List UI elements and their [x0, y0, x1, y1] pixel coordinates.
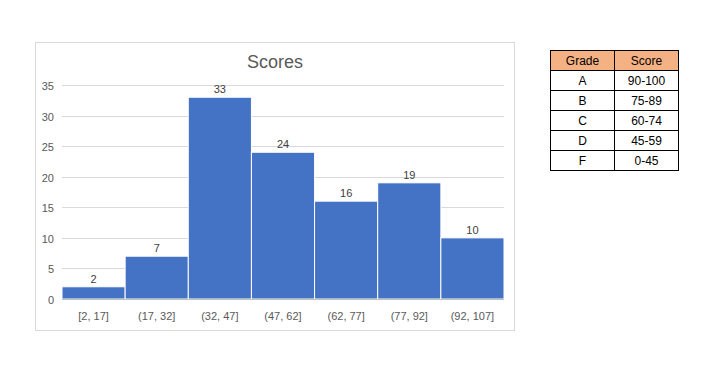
x-tick-label: [2, 17]	[78, 310, 109, 322]
title: Scores	[247, 52, 303, 72]
table-cell: 60-74	[615, 111, 679, 131]
data-label: 19	[403, 169, 415, 181]
table-cell: 90-100	[615, 71, 679, 91]
bar	[378, 183, 441, 299]
bar	[188, 97, 251, 299]
data-label: 24	[277, 138, 289, 150]
header-cell: Grade	[551, 51, 615, 71]
table-cell: 0-45	[615, 151, 679, 171]
y-tick-label: 5	[48, 263, 54, 275]
bar	[62, 287, 125, 299]
y-tick-label: 25	[42, 141, 54, 153]
data-label: 16	[340, 187, 352, 199]
y-tick-label: 0	[48, 294, 54, 306]
table-cell: C	[551, 111, 615, 131]
grid-line	[62, 116, 504, 117]
x-tick-label: (47, 62]	[264, 310, 301, 322]
table-cell: F	[551, 151, 615, 171]
x-tick-label: (92, 107]	[451, 310, 494, 322]
table-cell: B	[551, 91, 615, 111]
y-tick-label: 35	[42, 80, 54, 92]
data-label: 33	[214, 83, 226, 95]
table-cell: 75-89	[615, 91, 679, 111]
y-tick-label: 20	[42, 172, 54, 184]
bar	[315, 201, 378, 299]
grid-line	[62, 85, 504, 86]
table-row: D45-59	[551, 131, 679, 151]
x-tick-label: (32, 47]	[201, 310, 238, 322]
page: {"chart_data": {"type": "histogram", "ti…	[0, 0, 707, 382]
header-row: GradeScore	[551, 51, 679, 71]
x-tick-label: (62, 77]	[327, 310, 364, 322]
table-cell: 45-59	[615, 131, 679, 151]
table-cell: A	[551, 71, 615, 91]
bar	[251, 152, 314, 299]
y-tick-label: 10	[42, 233, 54, 245]
table-cell: D	[551, 131, 615, 151]
table-row: B75-89	[551, 91, 679, 111]
x-tick-label: (77, 92]	[391, 310, 428, 322]
x-axis-line	[62, 299, 504, 300]
y-tick-label: 15	[42, 202, 54, 214]
data-label: 10	[466, 224, 478, 236]
data-label: 7	[154, 242, 160, 254]
x-tick-label: (17, 32]	[138, 310, 175, 322]
table-row: C60-74	[551, 111, 679, 131]
data-label: 2	[91, 273, 97, 285]
y-tick-label: 30	[42, 111, 54, 123]
table-row: A90-100	[551, 71, 679, 91]
bar	[441, 238, 504, 299]
bar	[125, 256, 188, 299]
bars	[62, 97, 504, 299]
table-row: F0-45	[551, 151, 679, 171]
grid-line	[62, 299, 504, 300]
chart-frame	[36, 43, 515, 331]
grade-table: GradeScoreA90-100B75-89C60-74D45-59F0-45	[550, 50, 679, 171]
header-cell: Score	[615, 51, 679, 71]
